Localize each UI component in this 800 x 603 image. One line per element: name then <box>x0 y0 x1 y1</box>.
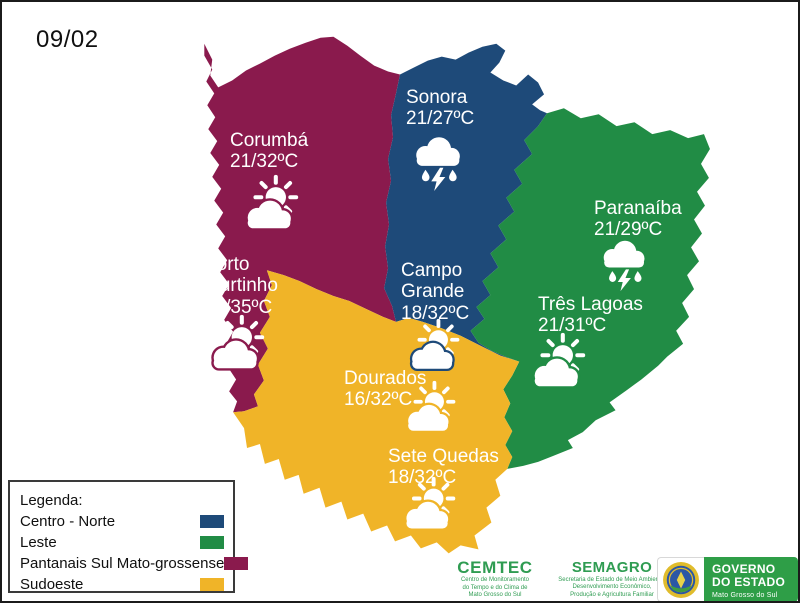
city-name: Porto Murtinho <box>204 254 278 297</box>
city-temp: 18/32ºC <box>388 467 457 489</box>
city-name: Três Lagoas <box>538 294 643 315</box>
state-coat-of-arms-icon <box>657 557 704 601</box>
city-temp: 21/32ºC <box>230 151 299 173</box>
governo-logo: GOVERNO DO ESTADO Mato Grosso do Sul <box>657 557 798 601</box>
legend-swatch-leste <box>200 536 224 549</box>
city-temp: 19/35ºC <box>204 296 273 318</box>
date-label: 09/02 <box>36 26 99 53</box>
sun-cloud-icon <box>239 174 301 236</box>
sun-cloud-icon <box>398 476 458 536</box>
city-temp: 16/32ºC <box>344 389 413 411</box>
governo-line2: DO ESTADO <box>712 574 786 589</box>
city-temp: 18/32ºC <box>401 302 470 324</box>
legend-label: Leste <box>20 534 57 551</box>
semagro-logo: SEMAGRO Secretaria de Estado de Meio Amb… <box>550 559 674 600</box>
cemtec-logo: CEMTEC Centro de Monitoramento do Tempo … <box>436 559 554 600</box>
city-label-dourados: Dourados 16/32ºC <box>344 368 426 411</box>
legend-label: Pantanais Sul Mato-grossense <box>20 555 225 572</box>
semagro-title: SEMAGRO <box>571 559 653 576</box>
legend-swatch-pantanais <box>224 557 249 570</box>
city-label-paranaiba: Paranaíba 21/29ºC <box>594 198 682 241</box>
legend-item-pantanais: Pantanais Sul Mato-grossense <box>20 553 249 574</box>
city-name: Dourados <box>344 368 427 389</box>
city-name: Sete Quedas <box>388 446 499 467</box>
semagro-subtitle: Secretaria de Estado de Meio Ambiente, D… <box>558 576 666 599</box>
city-label-tres-lagoas: Três Lagoas 21/31ºC <box>538 294 643 337</box>
sun-cloud-icon <box>400 380 458 438</box>
city-label-sete-quedas: Sete Quedas 18/32ºC <box>388 446 499 489</box>
city-name: Paranaíba <box>594 198 682 219</box>
governo-text-block: GOVERNO DO ESTADO Mato Grosso do Sul <box>704 557 798 601</box>
region-leste <box>470 108 710 469</box>
city-temp: 21/31ºC <box>538 315 607 337</box>
city-temp: 21/27ºC <box>406 108 475 130</box>
governo-line1: GOVERNO <box>712 562 776 576</box>
city-temp: 21/29ºC <box>594 219 663 241</box>
city-label-porto-murtinho: Porto Murtinho 19/35ºC <box>204 254 300 318</box>
legend-item-sudoeste: Sudoeste <box>20 574 224 595</box>
legend-label: Sudoeste <box>20 576 84 593</box>
legend-swatch-centro-norte <box>200 515 224 528</box>
cemtec-title: CEMTEC <box>457 558 533 577</box>
region-centro-norte <box>384 43 548 362</box>
cemtec-subtitle: Centro de Monitoramento do Tempo e do Cl… <box>460 576 530 599</box>
storm-icon <box>408 130 470 192</box>
city-name: Corumbá <box>230 130 309 151</box>
city-name: Sonora <box>406 87 468 108</box>
city-label-corumba: Corumbá 21/32ºC <box>230 130 308 173</box>
city-label-sonora: Sonora 21/27ºC <box>406 87 474 130</box>
legend-box: Legenda: Centro - Norte Leste Pantanais … <box>8 480 249 595</box>
legend-item-leste: Leste <box>20 532 224 553</box>
sun-cloud-icon <box>404 318 462 376</box>
legend-swatch-sudoeste <box>200 578 224 591</box>
legend-label: Centro - Norte <box>20 513 116 530</box>
city-label-campo-grande: Campo Grande 18/32ºC <box>401 260 473 324</box>
region-pantanais-sul <box>204 36 400 413</box>
legend-item-centro-norte: Centro - Norte <box>20 511 224 532</box>
sun-cloud-icon <box>526 332 588 394</box>
city-name: Campo Grande <box>401 260 465 303</box>
legend-title: Legenda: <box>20 492 83 509</box>
storm-icon <box>596 234 654 292</box>
governo-line3: Mato Grosso do Sul <box>712 591 778 599</box>
sun-cloud-icon <box>205 314 267 376</box>
